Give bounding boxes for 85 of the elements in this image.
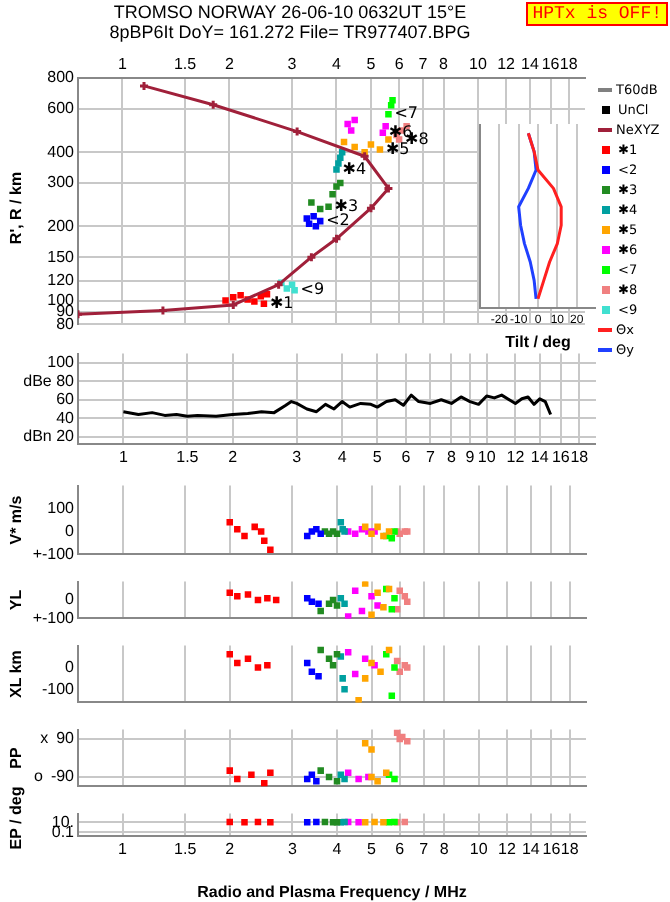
x-tick-label: 18 [559, 54, 579, 73]
y-tick-label: 0 [65, 590, 76, 609]
x-tick-label: 4 [332, 840, 343, 859]
y-tick-label: 100 [47, 498, 76, 517]
x-tick-label: 5 [367, 840, 378, 859]
annotation: <2 [326, 211, 350, 230]
y-tick-label: dBe 80 [23, 371, 76, 390]
y-tick-label: +-100 [32, 544, 76, 563]
x-tick-label: 10 [469, 840, 489, 859]
y-tick-label: 200 [47, 216, 76, 235]
x-tick-label: 18 [560, 840, 580, 859]
y-tick-label: 800 [47, 68, 76, 87]
y-tick-label: 0 [65, 521, 76, 540]
x-tick-label: 1 [118, 448, 129, 467]
text: o [33, 767, 44, 786]
x-tick-label: 10 [469, 54, 488, 73]
x-tick-label: 4 [337, 448, 348, 467]
x-tick-label: 2 [225, 54, 235, 73]
x-tick-label: 9 [465, 448, 476, 467]
y-tick-label: -90 [50, 767, 76, 786]
x-tick-label: 10 [477, 448, 497, 467]
chart-subtitle: 8pBP6It DoY= 161.272 File= TR977407.BPG [107, 22, 473, 42]
annotation: ✱3 [334, 196, 359, 215]
y-axis-title: V* m/s [7, 495, 25, 545]
x-tick-label: 2 [228, 448, 239, 467]
x-tick-label: 1 [118, 840, 129, 859]
x-tick-label: 3 [288, 840, 299, 859]
y-tick-label: 60 [56, 390, 76, 409]
y-axis-title: PP [7, 747, 25, 769]
text: HPTx is OFF! [526, 2, 668, 26]
y-tick-label: 150 [47, 247, 76, 266]
annotation: ✱1 [269, 293, 294, 312]
y-tick-label: dBn 20 [23, 427, 76, 446]
x-tick-label: 12 [498, 840, 517, 859]
y-tick-label: -100 [41, 679, 76, 698]
x-tick-label: 12 [497, 54, 517, 73]
x-tick-label: 14 [530, 448, 550, 467]
x-tick-label: 1 [117, 54, 128, 73]
x-tick-label: 5 [366, 54, 377, 73]
x-tick-label: 8 [446, 448, 457, 467]
x-tick-label: 1.5 [176, 448, 200, 467]
x-tick-label: 6 [395, 840, 406, 859]
x-tick-label: 4 [332, 54, 343, 73]
x-tick-label: 14 [521, 840, 541, 859]
y-axis-title: XL km [7, 650, 25, 698]
y-tick-label: 0 [65, 657, 76, 676]
x-tick-label: 7 [418, 54, 429, 73]
x-tick-label: 3 [292, 448, 303, 467]
y-axis-title: YL [7, 589, 25, 611]
y-tick-label: 90 [56, 729, 76, 748]
x-tick-label: 1.5 [174, 840, 198, 859]
x-tick-label: 16 [542, 840, 562, 859]
x-tick-label: 14 [521, 54, 540, 73]
x-tick-label: 16 [551, 448, 571, 467]
annotation: ✱5 [385, 139, 410, 158]
annotation: <9 [300, 280, 325, 299]
x-tick-label: 8 [439, 54, 450, 73]
x-tick-label: 3 [287, 54, 298, 73]
x-tick-label: 5 [372, 448, 383, 467]
x-tick-label: 6 [394, 54, 405, 73]
y-tick-label: 600 [47, 99, 76, 118]
y-tick-label: 100 [47, 353, 76, 372]
x-tick-label: 2 [225, 840, 236, 859]
y-tick-label: 120 [47, 271, 76, 290]
x-tick-label: 12 [506, 448, 526, 467]
x-axis-title: Radio and Plasma Frequency / MHz [197, 882, 467, 901]
x-tick-label: 18 [570, 448, 590, 467]
x-tick-label: 1.5 [173, 54, 198, 73]
y-tick-label: 400 [47, 142, 76, 161]
y-axis-title: EP / deg [7, 786, 25, 850]
y-tick-label: 300 [47, 173, 76, 192]
y-tick-label: 80 [56, 314, 76, 333]
x-tick-label: 6 [401, 448, 412, 467]
chart-title: TROMSO NORWAY 26-06-10 0632UT 15°E [113, 2, 467, 22]
x-tick-label: 7 [419, 840, 430, 859]
y-tick-label: +-100 [32, 608, 76, 627]
annotation: <7 [394, 104, 419, 123]
x-tick-label: 7 [425, 448, 436, 467]
text: x [40, 729, 49, 748]
annotation: ✱4 [342, 159, 367, 178]
x-tick-label: 16 [541, 54, 561, 73]
y-axis-title: R', R / km [7, 171, 25, 245]
y-tick-label: 40 [56, 408, 76, 427]
x-tick-label: 8 [439, 840, 450, 859]
x-axis-title: Tilt / deg [505, 332, 571, 351]
